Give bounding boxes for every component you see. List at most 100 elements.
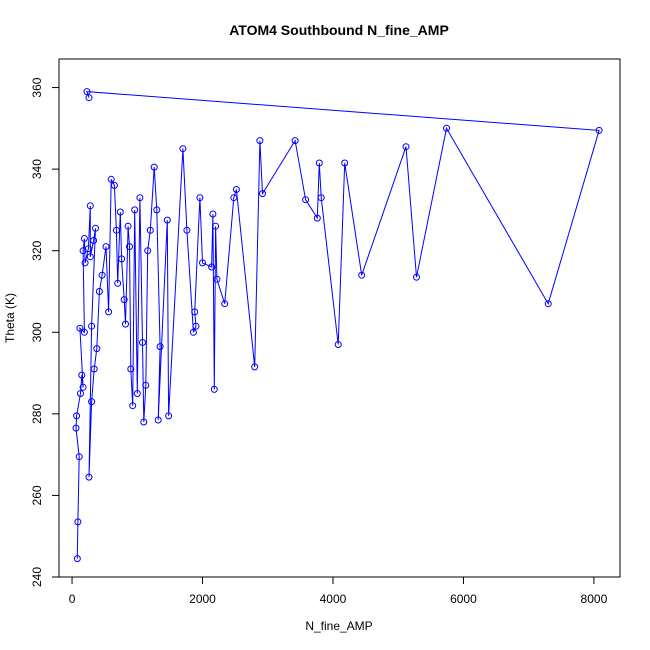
data-point xyxy=(107,175,115,183)
y-tick-label: 240 xyxy=(30,567,44,587)
data-point xyxy=(136,194,144,202)
data-point xyxy=(86,253,94,261)
x-tick-label: 0 xyxy=(69,592,76,606)
data-point xyxy=(88,322,96,330)
data-point xyxy=(213,275,221,283)
data-point xyxy=(133,390,141,397)
data-point xyxy=(144,247,152,255)
data-point xyxy=(259,190,266,198)
data-point xyxy=(150,163,158,171)
data-point xyxy=(443,124,450,132)
x-tick-label: 6000 xyxy=(450,592,477,606)
data-point xyxy=(92,224,99,232)
data-point xyxy=(302,196,310,204)
data-point xyxy=(129,402,137,410)
data-point xyxy=(232,186,240,193)
data-point xyxy=(80,328,88,336)
data-point xyxy=(341,159,349,167)
series-layer xyxy=(72,88,603,563)
y-tick-label: 320 xyxy=(30,240,44,260)
data-point xyxy=(73,412,81,420)
data-point xyxy=(126,243,133,251)
data-point xyxy=(76,324,84,332)
y-tick-label: 340 xyxy=(30,159,44,179)
y-axis: 240 260 280 300 320 340 360 xyxy=(30,77,60,587)
data-point xyxy=(86,202,94,210)
data-point xyxy=(118,255,126,263)
y-tick-label: 280 xyxy=(30,404,44,424)
data-point xyxy=(73,555,81,563)
data-point xyxy=(102,243,110,251)
data-point xyxy=(212,222,220,230)
data-point xyxy=(110,181,118,189)
data-point xyxy=(85,94,93,102)
data-point xyxy=(81,259,89,267)
x-tick-label: 2000 xyxy=(189,592,216,606)
data-point xyxy=(179,145,187,153)
data-point xyxy=(208,263,216,271)
data-point xyxy=(84,245,92,253)
data-point xyxy=(95,288,103,295)
data-point xyxy=(199,259,206,267)
data-point xyxy=(120,296,128,304)
data-point xyxy=(98,271,106,279)
data-point xyxy=(127,365,135,373)
y-axis-label: Theta (K) xyxy=(3,293,17,343)
data-point xyxy=(122,320,129,328)
data-point xyxy=(72,424,80,432)
data-point xyxy=(183,226,191,234)
data-point xyxy=(317,194,325,202)
data-point xyxy=(196,194,204,202)
data-point xyxy=(595,126,603,134)
data-point xyxy=(88,398,96,406)
data-point xyxy=(146,226,154,234)
data-point xyxy=(192,322,200,330)
data-point xyxy=(209,210,217,218)
y-tick-label: 300 xyxy=(30,322,44,342)
data-point xyxy=(131,206,139,214)
data-point xyxy=(90,365,98,373)
data-point xyxy=(313,214,321,222)
data-point xyxy=(230,194,238,202)
data-point xyxy=(112,226,120,234)
data-point xyxy=(77,390,84,397)
data-point xyxy=(165,412,173,420)
data-point xyxy=(256,137,264,145)
data-point xyxy=(93,345,101,353)
data-point xyxy=(78,371,86,379)
data-point xyxy=(189,328,197,336)
data-point xyxy=(191,308,199,316)
data-point xyxy=(142,381,150,389)
data-point xyxy=(413,273,420,281)
data-point xyxy=(154,416,162,424)
series-line xyxy=(75,91,600,559)
chart-title: ATOM4 Southbound N_fine_AMP xyxy=(229,22,449,38)
data-point xyxy=(251,363,259,371)
data-point xyxy=(163,216,171,224)
data-point xyxy=(221,300,229,308)
data-point xyxy=(75,453,83,461)
data-point xyxy=(114,279,122,287)
data-point xyxy=(80,235,88,242)
data-point xyxy=(83,88,91,96)
data-point xyxy=(140,418,148,426)
x-tick-label: 8000 xyxy=(581,592,608,606)
data-point xyxy=(124,222,132,230)
data-point xyxy=(156,343,164,351)
data-point xyxy=(210,385,218,393)
data-point xyxy=(105,308,113,316)
data-point xyxy=(116,208,124,216)
data-point xyxy=(358,271,366,279)
data-point xyxy=(402,143,410,151)
data-point xyxy=(334,341,342,348)
y-tick-label: 360 xyxy=(30,77,44,97)
data-point xyxy=(79,383,87,391)
x-axis: 0 2000 4000 6000 8000 xyxy=(69,576,608,606)
data-point xyxy=(74,518,82,526)
data-point xyxy=(139,339,146,346)
x-axis-label: N_fine_AMP xyxy=(305,619,372,633)
x-tick-label: 4000 xyxy=(320,592,347,606)
data-point xyxy=(90,237,98,244)
data-point xyxy=(315,159,323,167)
